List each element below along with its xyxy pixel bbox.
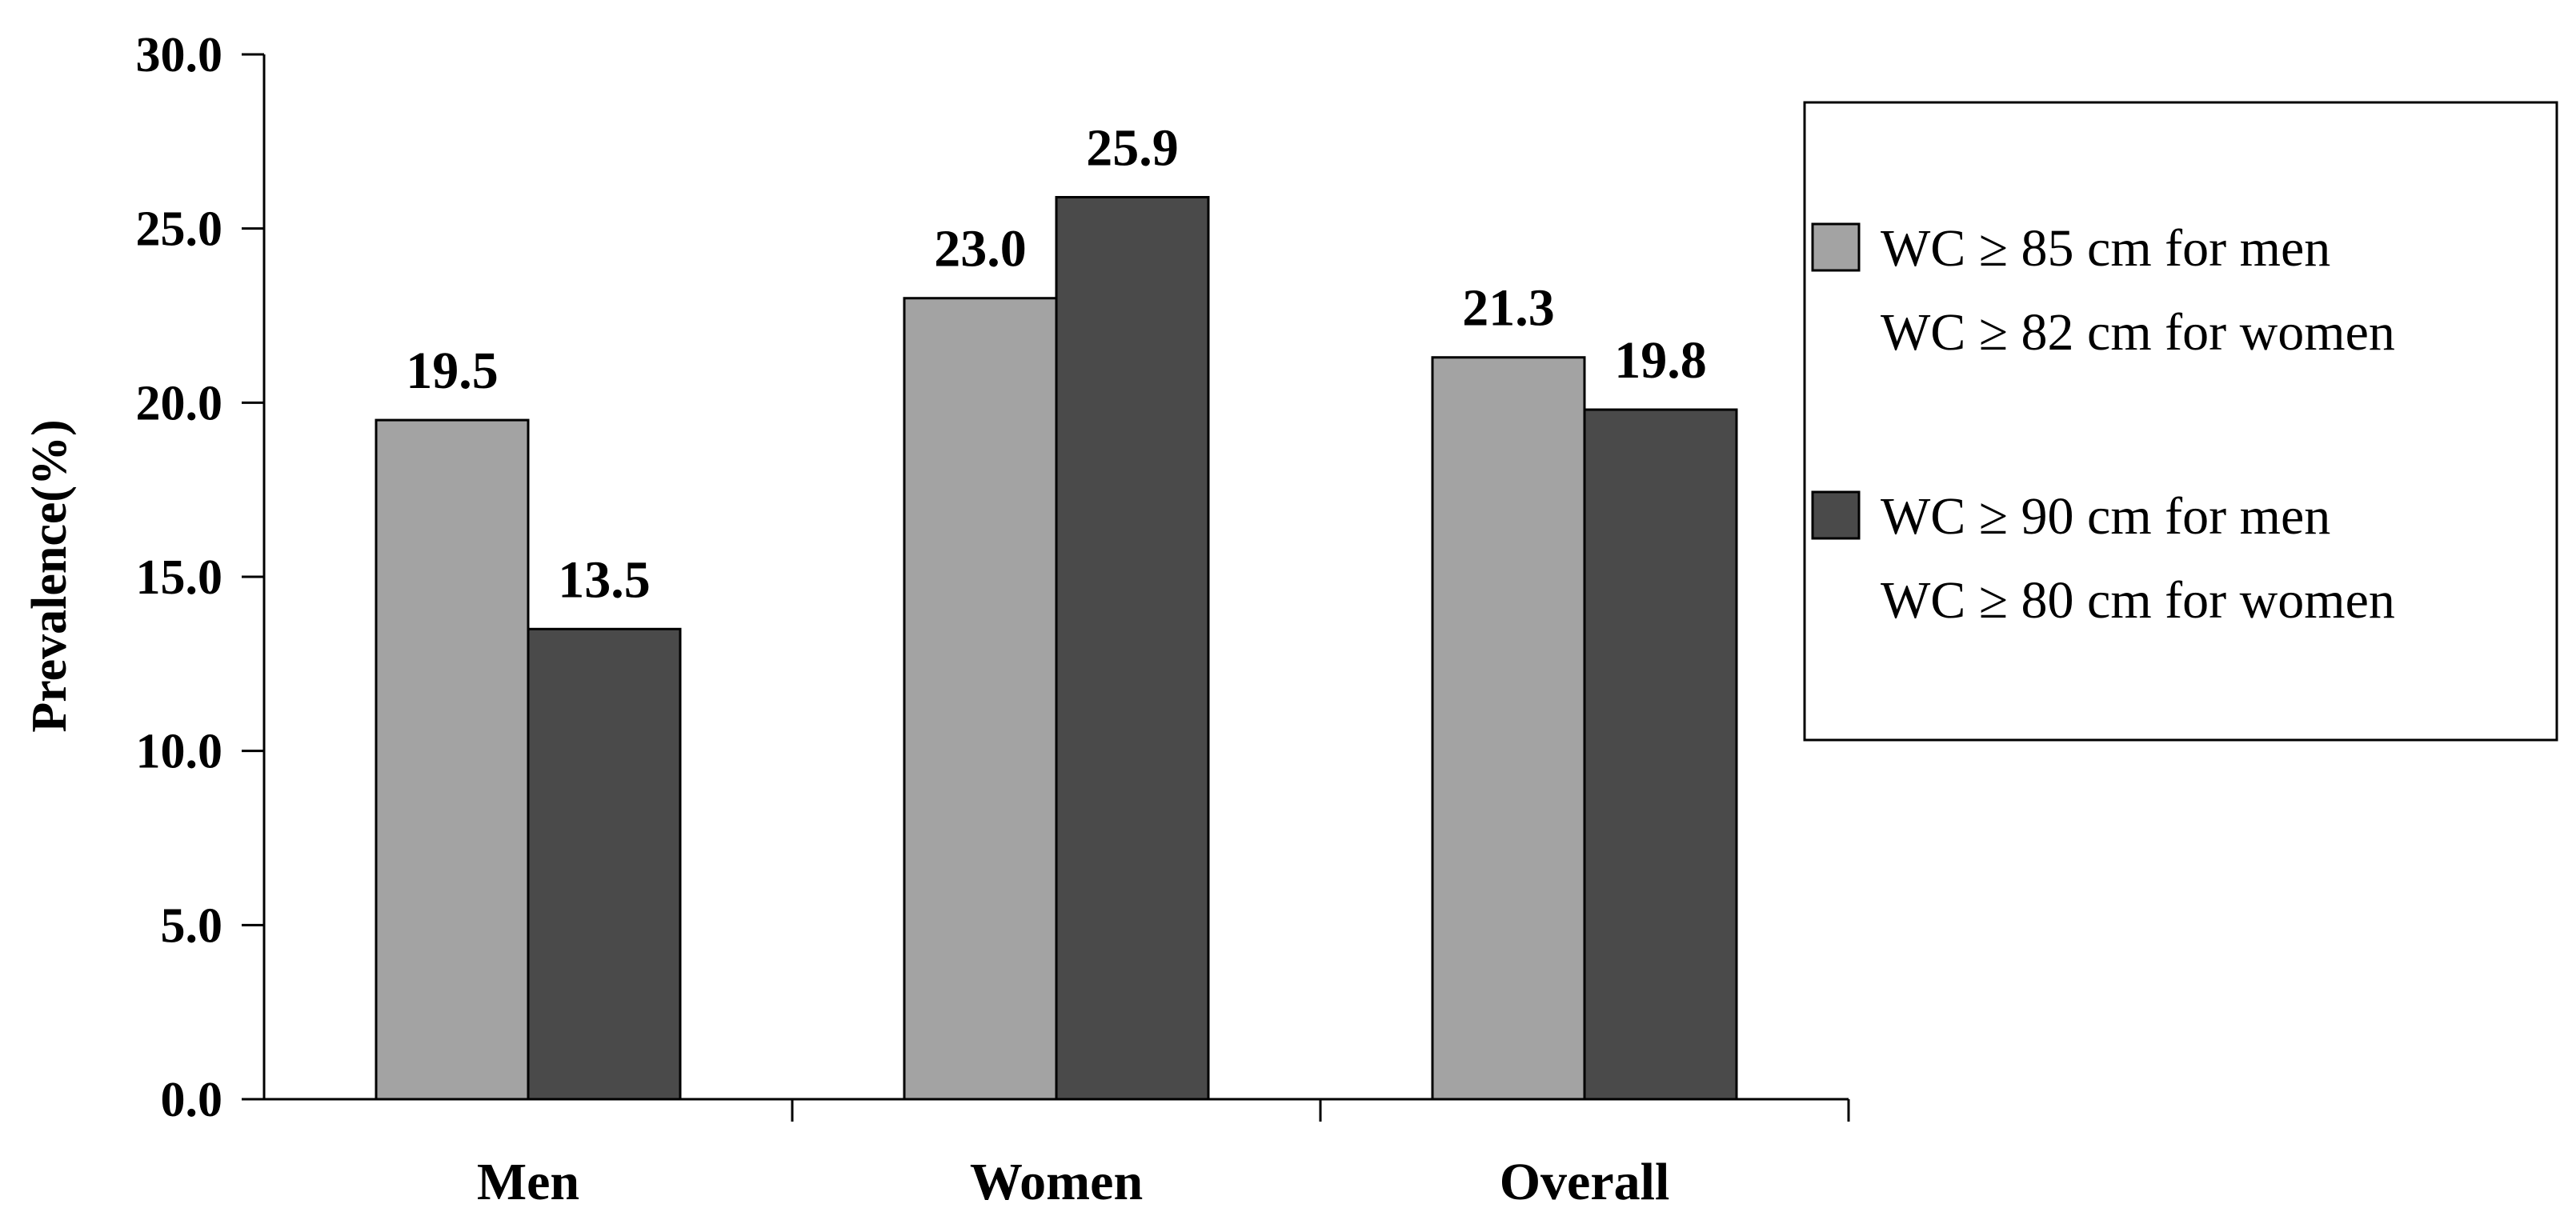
legend-entry-label: WC ≥ 85 cm for men	[1881, 219, 2330, 278]
bar-men-series-2	[527, 627, 682, 1101]
labels-layer: 19.5 13.5 Men 23.0 25.9 Women 21.3 19.8 Overall 0…	[136, 28, 1707, 1211]
y-tick-label: 5.0	[161, 898, 223, 953]
legend-swatch	[1811, 490, 1861, 540]
legend-swatch	[1811, 222, 1861, 272]
x-tick-label: Men	[477, 1153, 579, 1211]
legend-entry-label: WC ≥ 80 cm for women	[1881, 571, 2395, 630]
y-tick-label: 10.0	[136, 725, 223, 779]
legend-entry-label: WC ≥ 82 cm for women	[1881, 303, 2395, 362]
bar-overall-series-1	[1431, 356, 1586, 1101]
y-tick-label: 25.0	[136, 202, 223, 257]
data-label: 13.5	[558, 550, 651, 609]
legend: WC ≥ 85 cm for men WC ≥ 82 cm for women WC…	[1803, 101, 2558, 742]
data-label: 25.9	[1086, 118, 1179, 177]
data-label: 21.3	[1462, 279, 1555, 338]
x-tick-label: Women	[970, 1153, 1143, 1211]
data-label: 19.5	[406, 342, 499, 400]
bar-women-series-1	[903, 297, 1058, 1101]
bar-overall-series-2	[1583, 408, 1738, 1101]
y-tick-label: 30.0	[136, 28, 223, 82]
y-tick-label: 20.0	[136, 376, 223, 430]
bar-men-series-1	[375, 418, 530, 1101]
y-tick-label: 0.0	[161, 1073, 223, 1127]
y-axis-label: Prevalence(%)	[22, 419, 77, 732]
bar-women-series-2	[1055, 195, 1210, 1101]
legend-box	[1803, 101, 2558, 742]
data-label: 19.8	[1614, 331, 1707, 390]
bars-layer	[375, 195, 1738, 1101]
y-tick-label: 15.0	[136, 550, 223, 605]
x-tick-label: Overall	[1500, 1153, 1670, 1211]
legend-entry-label: WC ≥ 90 cm for men	[1881, 487, 2330, 546]
data-label: 23.0	[934, 220, 1027, 278]
axes-layer	[242, 53, 1850, 1122]
